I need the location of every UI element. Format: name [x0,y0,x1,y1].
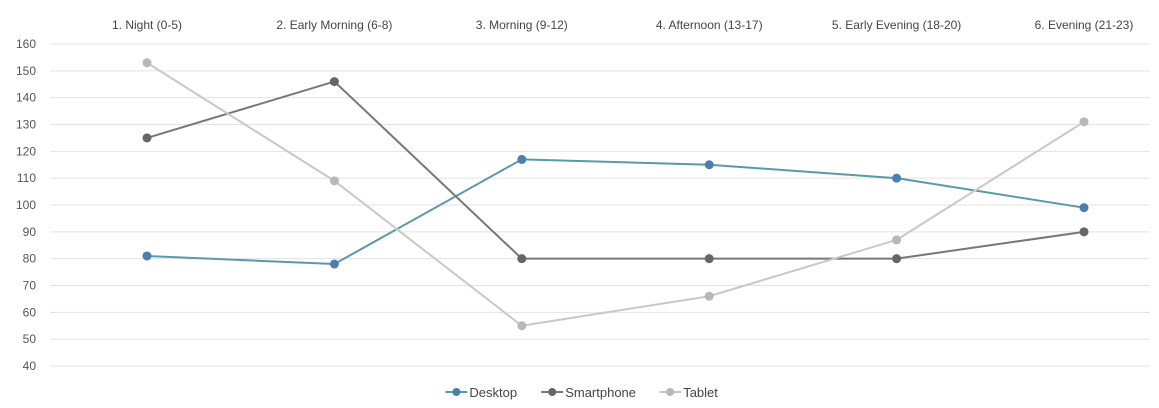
data-point [1079,227,1089,237]
y-axis-ticks: 40 50 60 70 80 90 100 110 120 130 140 150 160 [16,37,36,373]
data-point [892,173,902,183]
category-label: 4. Afternoon (13-17) [656,18,763,32]
data-point [142,133,152,143]
data-point [329,77,339,87]
category-label: 6. Evening (21-23) [1035,18,1134,32]
gridlines [50,43,1150,367]
data-point [1079,203,1089,213]
legend-marker [666,388,675,396]
data-point [704,254,714,264]
y-tick-label: 50 [23,332,37,346]
legend-marker [452,388,461,396]
series-line [146,158,1085,266]
category-labels: 1. Night (0-5) 2. Early Morning (6-8) 3. M… [112,18,1133,32]
y-tick-label: 110 [17,171,36,185]
data-point [329,259,339,269]
y-tick-label: 100 [16,198,36,212]
data-point [892,254,902,264]
data-point [517,254,527,264]
legend-label: Tablet [683,385,718,400]
series-line [146,61,1085,327]
y-tick-label: 160 [16,37,36,51]
y-tick-label: 120 [16,144,36,158]
series-lines [142,58,1089,331]
series-smartphone [142,77,1089,264]
legend: Desktop Smartphone Tablet [445,385,718,400]
legend-marker [548,388,557,396]
y-tick-label: 40 [23,359,37,373]
data-point [1079,117,1089,127]
legend-item: Tablet [659,385,718,400]
series-line [146,80,1085,260]
data-point [142,58,152,68]
data-point [329,176,339,186]
y-tick-label: 70 [23,279,37,293]
category-label: 2. Early Morning (6-8) [276,18,392,32]
category-label: 5. Early Evening (18-20) [832,18,961,32]
data-point [142,251,152,261]
data-point [892,235,902,245]
legend-label: Desktop [469,385,517,400]
y-tick-label: 80 [23,252,37,266]
data-point [704,160,714,170]
data-point [517,321,527,331]
category-label: 1. Night (0-5) [112,18,182,32]
legend-label: Smartphone [565,385,636,400]
y-tick-label: 60 [23,305,37,319]
y-tick-label: 130 [16,118,36,132]
series-desktop [142,154,1089,269]
data-point [704,291,714,301]
data-point [517,154,527,164]
legend-item: Smartphone [541,385,636,400]
y-tick-label: 90 [23,225,37,239]
category-label: 3. Morning (9-12) [476,18,568,32]
y-tick-label: 150 [16,64,36,78]
y-tick-label: 140 [16,91,36,105]
series-tablet [142,58,1089,331]
legend-item: Desktop [445,385,517,400]
